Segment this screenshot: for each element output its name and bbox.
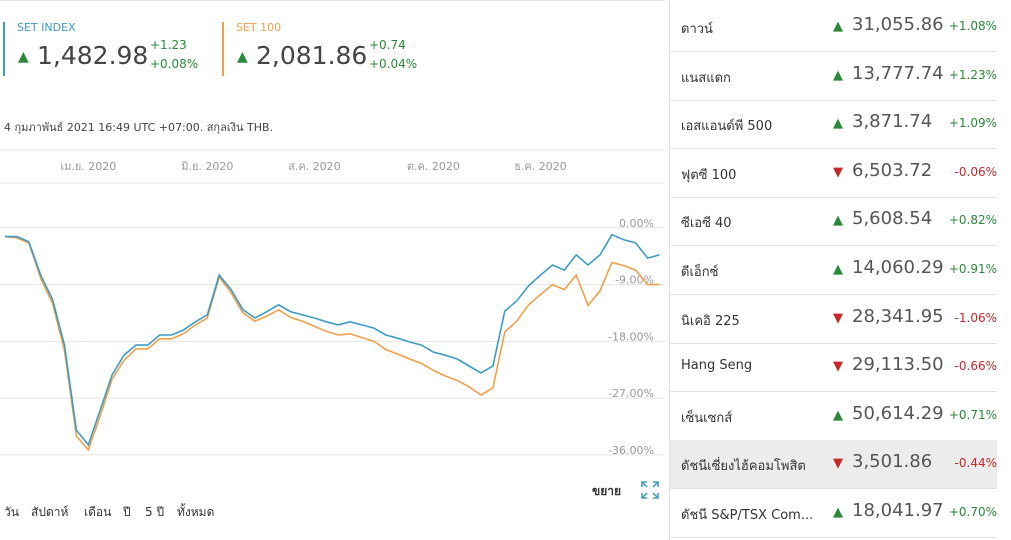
direction-arrow: ▲ [833, 116, 843, 132]
index-name: เซ็นเซกส์ [681, 410, 733, 426]
index-row[interactable]: Hang Seng ▼ 29,113.50 -0.66% [670, 343, 997, 393]
index-row[interactable]: ดีเอ็กซ์ ▲ 14,060.29 +0.91% [670, 246, 997, 295]
index-change-pct: +0.70% [948, 505, 997, 519]
index-name: ดัชนีเซี่ยงไฮ้คอมโพสิต [681, 459, 806, 475]
card-change-pct: +0.04% [369, 57, 418, 71]
range-button[interactable]: 5 ปี [145, 505, 165, 519]
index-value: 3,501.86 [852, 451, 933, 473]
range-button[interactable]: ปี [123, 505, 131, 519]
index-value: 5,608.54 [852, 208, 933, 230]
chart: 0.00% -9.00% -18.00% -27.00% -36.00% เม.ย. 20… [0, 149, 665, 457]
card-change: +0.74 [369, 38, 406, 52]
index-change-pct: +1.08% [948, 19, 997, 33]
index-value: 28,341.95 [852, 305, 944, 327]
direction-arrow: ▼ [833, 310, 843, 326]
direction-arrow: ▲ [833, 505, 843, 520]
card-value: 2,081.86 [256, 41, 368, 70]
index-name: Hang Seng [681, 358, 753, 374]
card-change: +1.23 [150, 38, 187, 52]
index-name: ดีเอ็กซ์ [681, 265, 719, 280]
index-change-pct: -0.66% [954, 359, 997, 374]
x-tick-label: ส.ค. 2020 [288, 160, 341, 173]
index-value: 3,871.74 [852, 111, 933, 133]
index-value: 50,614.29 [852, 402, 944, 424]
index-row[interactable]: ดาวน์ ▲ 31,055.86 +1.08% [670, 3, 997, 52]
x-tick-label: เม.ย. 2020 [60, 160, 116, 173]
direction-arrow: ▲ [18, 49, 29, 65]
index-change-pct: +1.23% [948, 67, 997, 82]
index-name: ฟุตซี 100 [681, 167, 737, 183]
index-row[interactable]: เซ็นเซกส์ ▲ 50,614.29 +0.71% [670, 392, 997, 441]
index-name: เอสแอนด์พี 500 [681, 119, 773, 135]
direction-arrow: ▲ [833, 407, 843, 423]
index-name: ดาวน์ [681, 22, 713, 37]
index-change-pct: +0.91% [948, 262, 997, 276]
direction-arrow: ▼ [833, 456, 843, 472]
index-name: นิเคอิ 225 [681, 313, 740, 329]
index-value: 13,777.74 [852, 62, 944, 84]
index-name: แนสแดก [681, 70, 731, 86]
timestamp: 4 กุมภาพันธ์ 2021 16:49 UTC +07:00. สกุล… [4, 121, 274, 134]
range-button[interactable]: วัน [4, 505, 19, 519]
y-tick-label: -18.00% [608, 330, 654, 343]
x-tick-label: มิ.ย. 2020 [181, 160, 233, 173]
index-change-pct: +0.82% [948, 213, 997, 228]
expand-button[interactable]: ขยาย [592, 484, 622, 498]
index-card: SET 100 ▲ 2,081.86 +0.74 +0.04% [222, 21, 424, 76]
panel-divider [669, 0, 670, 540]
card-change-pct: +0.08% [150, 57, 199, 71]
direction-arrow: ▲ [833, 67, 843, 83]
range-button[interactable]: ทั้งหมด [177, 505, 215, 519]
y-tick-label: -36.00% [608, 444, 654, 457]
x-tick-label: ต.ค. 2020 [407, 160, 460, 173]
index-row[interactable]: แนสแดก ▲ 13,777.74 +1.23% [670, 52, 997, 101]
index-row[interactable]: ฟุตซี 100 ▼ 6,503.72 -0.06% [670, 149, 997, 198]
index-value: 29,113.50 [852, 354, 944, 376]
index-row[interactable]: ซีเอซี 40 ▲ 5,608.54 +0.82% [670, 197, 997, 247]
index-change-pct: -0.06% [954, 164, 997, 179]
index-row[interactable]: นิเคอิ 225 ▼ 28,341.95 -1.06% [670, 295, 997, 344]
card-name: SET INDEX [17, 21, 76, 34]
index-row[interactable]: ดัชนีเซี่ยงไฮ้คอมโพสิต ▼ 3,501.86 -0.44% [670, 440, 997, 490]
y-tick-label: 0.00% [619, 217, 654, 230]
y-tick-label: -9.00% [615, 274, 654, 287]
index-value: 18,041.97 [852, 500, 944, 521]
index-name: ดัชนี S&P/TSX Com... [681, 508, 814, 523]
direction-arrow: ▼ [833, 359, 843, 375]
direction-arrow: ▲ [833, 213, 843, 229]
range-button[interactable]: สัปดาห์ [31, 505, 69, 519]
direction-arrow: ▲ [237, 49, 248, 65]
direction-arrow: ▲ [833, 262, 843, 277]
index-change-pct: -0.44% [954, 456, 997, 471]
range-button[interactable]: เดือน [84, 505, 112, 519]
y-tick-label: -27.00% [608, 387, 654, 400]
index-row[interactable]: ดัชนี S&P/TSX Com... ▲ 18,041.97 +0.70% [670, 489, 997, 538]
index-value: 14,060.29 [852, 257, 944, 278]
direction-arrow: ▲ [833, 19, 843, 34]
series-line [5, 233, 660, 447]
index-card: SET INDEX ▲ 1,482.98 +1.23 +0.08% [3, 21, 205, 76]
card-value: 1,482.98 [37, 41, 149, 70]
index-row[interactable]: เอสแอนด์พี 500 ▲ 3,871.74 +1.09% [670, 100, 997, 150]
index-value: 6,503.72 [852, 159, 933, 181]
index-change-pct: +1.09% [948, 116, 997, 131]
x-tick-label: ธ.ค. 2020 [514, 160, 567, 173]
expand-icon[interactable] [640, 480, 660, 500]
series-line [4, 235, 660, 452]
card-name: SET 100 [236, 21, 282, 34]
index-change-pct: +0.71% [948, 407, 997, 422]
direction-arrow: ▼ [833, 164, 843, 180]
index-change-pct: -1.06% [954, 310, 997, 325]
top-rule [0, 0, 665, 1]
index-name: ซีเอซี 40 [681, 216, 732, 232]
index-value: 31,055.86 [852, 14, 944, 35]
